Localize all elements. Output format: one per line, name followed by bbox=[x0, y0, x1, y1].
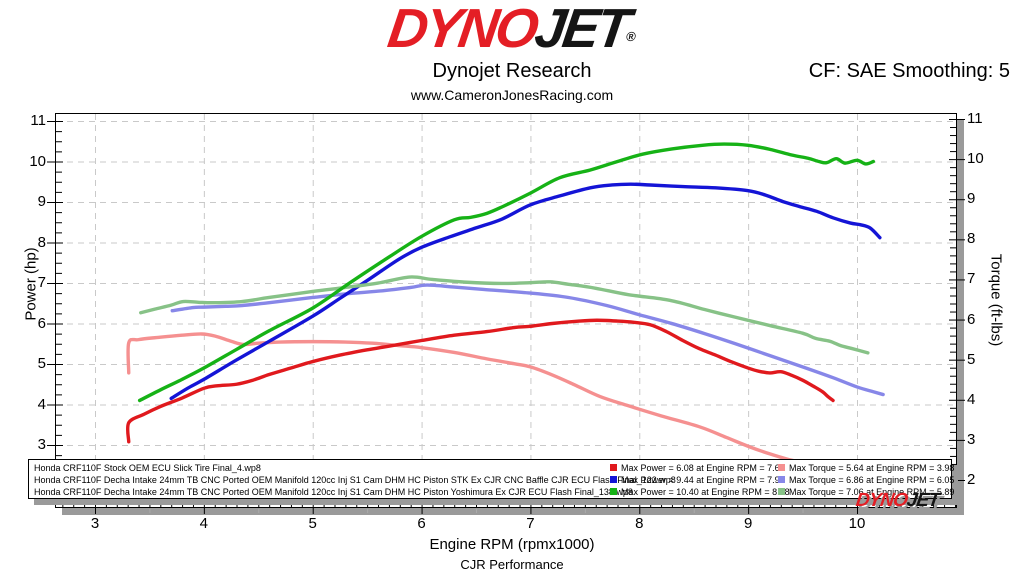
stock-torque-curve bbox=[126, 332, 827, 470]
torque-tick-label: 10 bbox=[967, 150, 984, 168]
rpm-tick-label: 7 bbox=[526, 515, 535, 532]
torque-tick-label: 5 bbox=[967, 350, 976, 368]
rpm-tick-label: 10 bbox=[848, 515, 866, 532]
build138-torque-curve bbox=[139, 275, 870, 355]
rpm-tick-label: 3 bbox=[90, 515, 100, 532]
plot-frame bbox=[55, 113, 957, 508]
watermark-jet: JET bbox=[905, 490, 941, 511]
power-tick-label: 6 bbox=[37, 314, 46, 332]
legend-max-power: Max Power = 10.40 at Engine RPM = 8.78 bbox=[610, 486, 790, 498]
power-tick-label: 10 bbox=[29, 152, 46, 170]
legend-box: Honda CRF110F Stock OEM ECU Slick Tire F… bbox=[28, 459, 954, 499]
legend-max-power: Max Power = 9.44 at Engine RPM = 7.92 bbox=[610, 474, 785, 486]
cf-smoothing-label: CF: SAE Smoothing: 5 bbox=[808, 60, 1010, 82]
torque-tick-label: 7 bbox=[967, 270, 976, 288]
website-url: www.CameronJonesRacing.com bbox=[410, 87, 614, 103]
power-tick-label: 3 bbox=[37, 436, 46, 453]
power-tick-label: 11 bbox=[30, 112, 46, 129]
torque-axis-title: Torque (ft-lbs) bbox=[987, 253, 1005, 347]
rpm-tick-label: 9 bbox=[743, 515, 753, 532]
legend-color-swatch bbox=[778, 488, 785, 496]
legend-max-torque: Max Torque = 7.06 at Engine RPM = 5.89 bbox=[778, 486, 954, 498]
legend-run-filename: Honda CRF110F Decha Intake 24mm TB CNC P… bbox=[34, 487, 633, 498]
legend-run-filename: Honda CRF110F Decha Intake 24mm TB CNC P… bbox=[34, 475, 676, 486]
torque-tick-label: 8 bbox=[967, 230, 976, 248]
torque-tick-label: 11 bbox=[967, 110, 983, 127]
power-tick-label: 8 bbox=[37, 233, 46, 251]
power-tick-label: 7 bbox=[37, 274, 46, 291]
legend-color-swatch bbox=[610, 464, 617, 471]
torque-tick-label: 3 bbox=[967, 430, 976, 448]
torque-tick-label: 4 bbox=[967, 390, 976, 408]
build122-torque-curve bbox=[170, 283, 885, 397]
legend-max-torque: Max Torque = 5.64 at Engine RPM = 3.98 bbox=[778, 462, 954, 474]
legend-row: Honda CRF110F Stock OEM ECU Slick Tire F… bbox=[29, 462, 954, 474]
power-tick-label: 9 bbox=[37, 193, 46, 210]
legend-color-swatch bbox=[610, 476, 617, 484]
page-title: Dynojet Research bbox=[432, 60, 592, 82]
legend-max-torque: Max Torque = 6.86 at Engine RPM = 6.05 bbox=[778, 474, 954, 486]
torque-tick-label: 9 bbox=[967, 190, 976, 208]
rpm-tick-label: 8 bbox=[635, 515, 644, 532]
legend-color-swatch bbox=[610, 488, 617, 496]
watermark-dyno: DYNO bbox=[854, 490, 909, 511]
rpm-tick-label: 5 bbox=[308, 515, 317, 532]
x-axis-title: Engine RPM (rpmx1000) bbox=[429, 536, 595, 553]
legend-max-power: Max Power = 6.08 at Engine RPM = 7.61 bbox=[610, 462, 785, 474]
build138-power-curve bbox=[137, 142, 876, 403]
legend-color-swatch bbox=[778, 476, 785, 484]
rpm-tick-label: 4 bbox=[199, 515, 209, 532]
legend-row: Honda CRF110F Decha Intake 24mm TB CNC P… bbox=[29, 486, 954, 498]
stock-power-curve bbox=[125, 318, 835, 444]
legend-run-filename: Honda CRF110F Stock OEM ECU Slick Tire F… bbox=[34, 463, 261, 473]
power-tick-label: 4 bbox=[37, 395, 46, 413]
power-axis-title: Power (hp) bbox=[22, 247, 40, 321]
rpm-tick-label: 6 bbox=[417, 515, 426, 532]
footer-caption: CJR Performance bbox=[460, 557, 564, 572]
torque-tick-label: 6 bbox=[967, 310, 976, 328]
legend-color-swatch bbox=[778, 464, 785, 471]
torque-tick-label: 2 bbox=[967, 471, 976, 488]
build122-power-curve bbox=[169, 182, 882, 401]
power-tick-label: 5 bbox=[37, 355, 46, 372]
legend-row: Honda CRF110F Decha Intake 24mm TB CNC P… bbox=[29, 474, 954, 486]
dynojet-watermark: DYNOJET bbox=[854, 490, 941, 511]
